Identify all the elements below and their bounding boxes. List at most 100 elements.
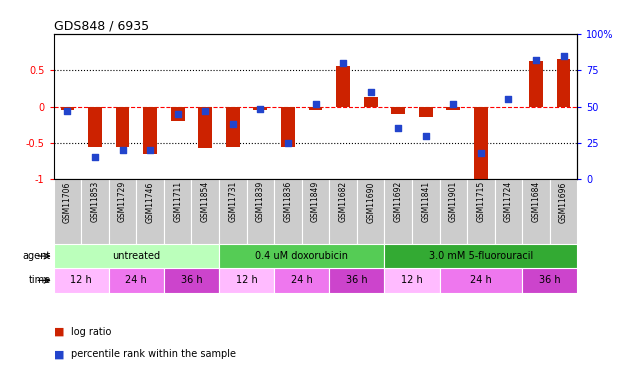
Text: GSM11682: GSM11682 [339,181,348,222]
Bar [529,62,543,106]
Text: GSM11836: GSM11836 [283,181,292,222]
Text: ■: ■ [54,327,64,337]
Text: GSM11901: GSM11901 [449,181,458,222]
Point [173,111,183,117]
Bar [226,106,240,147]
Point [421,133,431,139]
Bar [522,268,577,292]
Bar [309,106,322,110]
Text: percentile rank within the sample: percentile rank within the sample [71,350,236,359]
Text: 24 h: 24 h [470,275,492,285]
Text: GSM11849: GSM11849 [311,181,320,222]
Bar [191,179,219,244]
Bar [363,97,377,106]
Bar [357,179,384,244]
Text: GSM11731: GSM11731 [228,181,237,222]
Point [476,150,486,156]
Text: GSM11690: GSM11690 [366,181,375,223]
Text: time: time [28,275,50,285]
Bar [467,179,495,244]
Point [90,154,100,160]
Bar [61,106,74,110]
Text: log ratio: log ratio [71,327,112,337]
Text: 36 h: 36 h [180,275,203,285]
Point [117,147,127,153]
Bar [254,106,268,110]
Bar [274,268,329,292]
Bar [164,179,191,244]
Bar [109,179,136,244]
Text: GSM11706: GSM11706 [63,181,72,223]
Point [338,60,348,66]
Bar [274,179,302,244]
Point [62,108,73,114]
Bar [391,106,405,114]
Point [283,140,293,146]
Text: GSM11841: GSM11841 [422,181,430,222]
Bar [384,179,412,244]
Text: 3.0 mM 5-fluorouracil: 3.0 mM 5-fluorouracil [428,251,533,261]
Point [531,57,541,63]
Bar [302,179,329,244]
Text: GSM11839: GSM11839 [256,181,265,222]
Bar [247,179,274,244]
Bar [198,106,212,148]
Bar [522,179,550,244]
Bar [219,268,274,292]
Point [228,121,238,127]
Text: GSM11696: GSM11696 [559,181,568,223]
Bar [164,268,219,292]
Bar [219,179,247,244]
Bar [440,268,522,292]
Text: agent: agent [22,251,50,261]
Text: GDS848 / 6935: GDS848 / 6935 [54,20,149,33]
Bar [54,268,109,292]
Bar [495,179,522,244]
Text: GSM11684: GSM11684 [531,181,541,222]
Text: 24 h: 24 h [126,275,147,285]
Text: GSM11854: GSM11854 [201,181,209,222]
Bar [219,244,384,268]
Point [448,100,458,106]
Bar [384,268,440,292]
Bar [474,106,488,179]
Point [200,108,210,114]
Bar [329,179,357,244]
Bar [109,268,164,292]
Text: untreated: untreated [112,251,160,261]
Bar [447,106,460,110]
Bar [550,179,577,244]
Point [558,53,569,58]
Bar [329,268,384,292]
Bar [412,179,440,244]
Text: 12 h: 12 h [401,275,423,285]
Bar [440,179,467,244]
Point [145,147,155,153]
Text: GSM11729: GSM11729 [118,181,127,222]
Text: GSM11853: GSM11853 [90,181,100,222]
Text: 12 h: 12 h [236,275,257,285]
Point [393,125,403,131]
Bar [88,106,102,147]
Text: GSM11724: GSM11724 [504,181,513,222]
Point [256,106,266,112]
Text: 0.4 uM doxorubicin: 0.4 uM doxorubicin [255,251,348,261]
Point [310,100,321,106]
Bar [171,106,184,121]
Bar [281,106,295,147]
Bar [143,106,157,154]
Text: GSM11692: GSM11692 [394,181,403,222]
Bar [336,66,350,106]
Bar [81,179,109,244]
Bar [419,106,433,117]
Bar [557,59,570,106]
Point [365,89,375,95]
Bar [136,179,164,244]
Text: GSM11746: GSM11746 [146,181,155,223]
Bar [384,244,577,268]
Text: 24 h: 24 h [291,275,312,285]
Text: GSM11715: GSM11715 [476,181,485,222]
Text: ■: ■ [54,350,64,359]
Text: 12 h: 12 h [70,275,92,285]
Bar [54,244,219,268]
